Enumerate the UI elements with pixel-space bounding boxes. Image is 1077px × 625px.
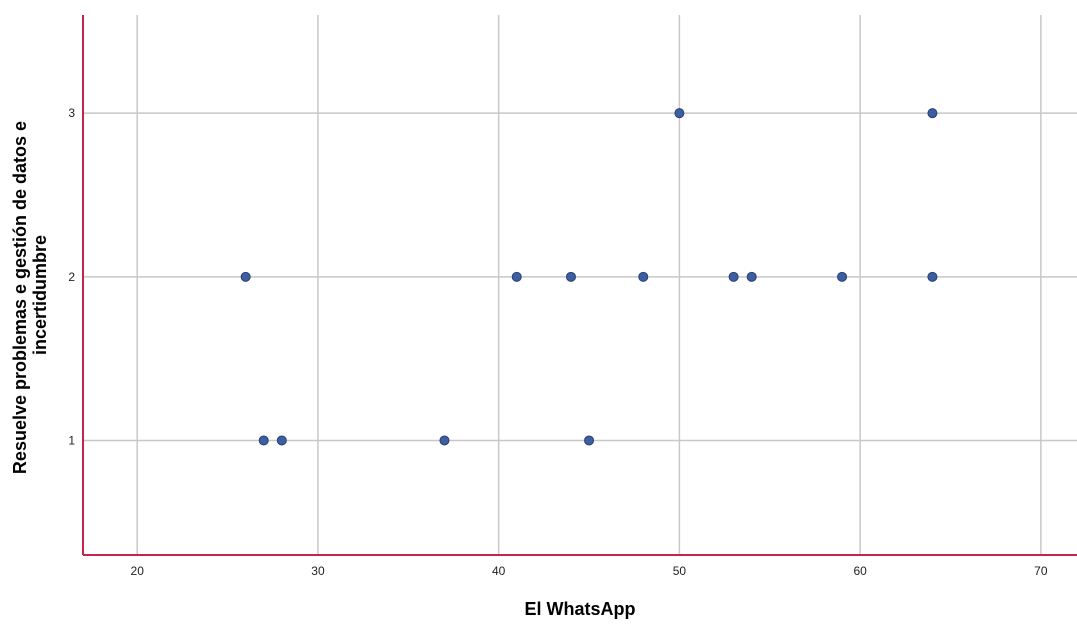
data-point-13	[927, 108, 938, 119]
y-tick-label-1: 1	[68, 433, 75, 447]
point-layer	[240, 108, 938, 446]
y-tick-label-2: 2	[68, 270, 75, 284]
y-tick-label-3: 3	[68, 106, 75, 120]
y-axis-title-line-1: Resuelve problemas e gestión de datos e	[10, 121, 30, 474]
grid-layer	[83, 15, 1077, 555]
data-point-7	[638, 271, 649, 282]
x-tick-label-20: 20	[131, 564, 145, 578]
x-tick-label-70: 70	[1034, 564, 1048, 578]
data-point-5	[565, 271, 576, 282]
x-tick-label-40: 40	[492, 564, 506, 578]
x-tick-label-60: 60	[853, 564, 867, 578]
data-point-6	[584, 435, 595, 446]
axis-layer	[82, 15, 1077, 556]
data-point-10	[746, 271, 757, 282]
data-point-1	[258, 435, 269, 446]
y-axis-title-line-2: incertidumbre	[30, 235, 50, 355]
data-point-9	[728, 271, 739, 282]
x-tick-label-30: 30	[311, 564, 325, 578]
data-point-8	[674, 108, 685, 119]
data-point-0	[240, 271, 251, 282]
data-point-3	[439, 435, 450, 446]
data-point-12	[927, 271, 938, 282]
data-point-2	[276, 435, 287, 446]
tick-layer: 20 30 40 50 60 70 1 2 3	[68, 106, 1048, 578]
data-point-4	[511, 271, 522, 282]
y-axis-title: Resuelve problemas e gestión de datos e …	[10, 116, 50, 474]
x-axis-title: El WhatsApp	[525, 599, 636, 619]
data-point-11	[837, 271, 848, 282]
x-tick-label-50: 50	[673, 564, 687, 578]
